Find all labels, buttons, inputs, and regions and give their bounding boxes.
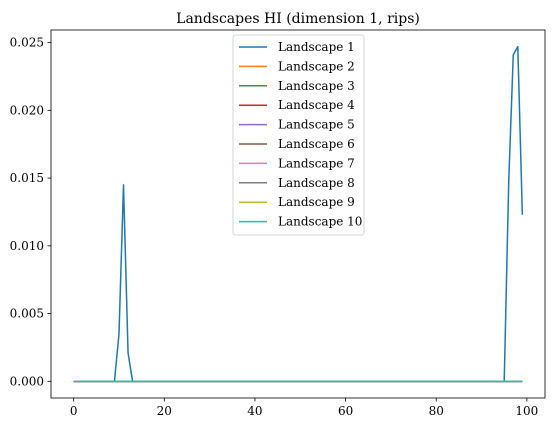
series-layer bbox=[73, 45, 524, 383]
legend-label: Landscape 1 bbox=[278, 40, 355, 54]
y-tick-label: 0.000 bbox=[10, 374, 44, 388]
x-tick-label: 100 bbox=[515, 404, 538, 418]
legend-label: Landscape 10 bbox=[278, 215, 362, 229]
legend-label: Landscape 6 bbox=[278, 137, 355, 151]
y-tick-label: 0.005 bbox=[10, 307, 44, 321]
legend-label: Landscape 4 bbox=[278, 98, 355, 112]
y-tick-label: 0.025 bbox=[10, 36, 44, 50]
legend-label: Landscape 7 bbox=[278, 156, 355, 170]
legend-label: Landscape 3 bbox=[278, 79, 355, 93]
legend-label: Landscape 9 bbox=[278, 195, 355, 209]
plot-frame bbox=[50, 29, 546, 399]
x-tick-label: 60 bbox=[338, 404, 353, 418]
legend-box bbox=[232, 34, 365, 236]
legend-label: Landscape 5 bbox=[278, 118, 355, 132]
x-tick-label: 40 bbox=[247, 404, 262, 418]
x-tick-label: 80 bbox=[429, 404, 444, 418]
chart-title: Landscapes HI (dimension 1, rips) bbox=[176, 11, 420, 27]
legend-label: Landscape 8 bbox=[278, 176, 355, 190]
axes-layer: 0 20 40 60 80 100 0.000 0.005 0.010 0.015 0.020 0.0… bbox=[10, 36, 539, 418]
x-tick-label: 0 bbox=[70, 404, 78, 418]
x-tick-label: 20 bbox=[157, 404, 172, 418]
legend: Landscape 1 Landscape 2 Landscape 3 Landsca… bbox=[232, 34, 365, 236]
y-tick-label: 0.010 bbox=[10, 239, 44, 253]
y-tick-label: 0.015 bbox=[10, 171, 44, 185]
legend-label: Landscape 2 bbox=[278, 59, 355, 73]
y-tick-label: 0.020 bbox=[10, 103, 44, 117]
